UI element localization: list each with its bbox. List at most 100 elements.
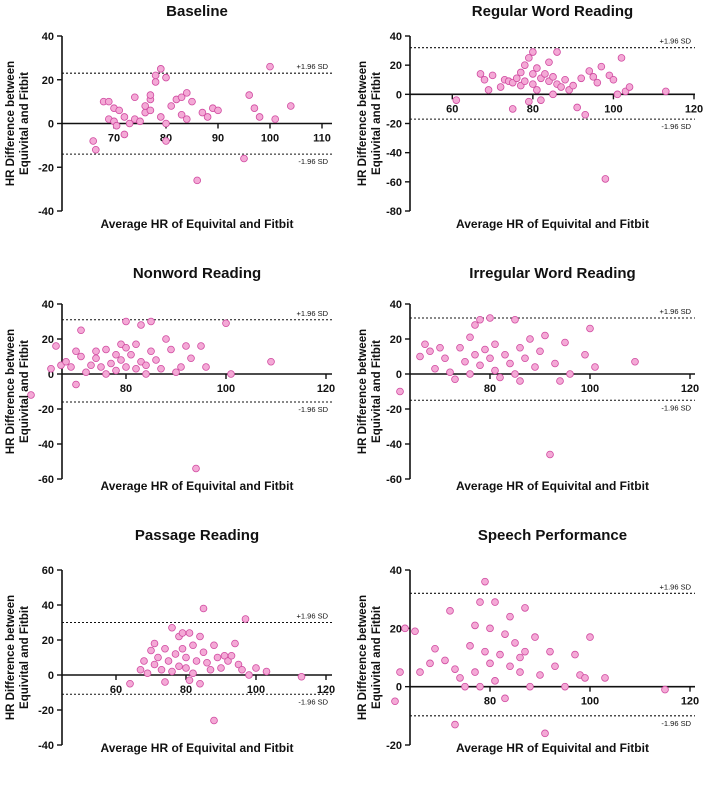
data-point: [146, 106, 155, 115]
data-point: [120, 130, 129, 139]
data-point: [87, 361, 95, 370]
data-point: [541, 70, 549, 78]
x-tick-label: 110: [313, 133, 331, 145]
data-point: [416, 668, 424, 676]
data-point: [72, 380, 80, 389]
data-point: [240, 154, 248, 163]
data-point: [581, 350, 589, 359]
data-point: [141, 102, 150, 110]
data-point: [89, 137, 97, 145]
data-point: [577, 74, 586, 83]
lower-loa-label: -1.96 SD: [661, 719, 691, 728]
data-point: [77, 326, 85, 335]
data-point: [187, 354, 195, 363]
data-point: [147, 347, 155, 356]
data-point: [625, 83, 634, 91]
x-tick-label: 80: [527, 103, 539, 115]
x-axis-title: Average HR of Equivital and Fitbit: [101, 479, 294, 493]
data-point: [162, 73, 170, 82]
data-point: [436, 343, 444, 352]
data-point: [516, 653, 524, 662]
data-point: [526, 335, 534, 343]
y-tick-label: 20: [42, 334, 54, 346]
data-point: [203, 658, 211, 667]
data-point: [591, 363, 599, 371]
data-point: [411, 627, 419, 636]
y-axis-title: HR Difference between Equivital and Fitbi…: [5, 329, 31, 454]
data-point: [481, 647, 489, 656]
data-point: [421, 340, 429, 349]
data-point: [426, 347, 434, 356]
x-tick-label: 120: [681, 696, 699, 708]
data-point: [250, 104, 259, 112]
x-tick-label: 100: [217, 383, 235, 395]
lower-loa-label: -1.96 SD: [661, 122, 691, 131]
data-point: [561, 682, 569, 691]
data-point: [451, 375, 459, 384]
data-point: [162, 137, 170, 145]
data-point: [471, 350, 479, 359]
y-tick-label: 40: [390, 299, 402, 311]
data-point: [105, 97, 113, 106]
y-tick-label: 20: [390, 623, 402, 635]
data-point: [120, 113, 129, 121]
data-point: [157, 65, 165, 73]
y-axis-title: HR Difference between Equivital and Fitbi…: [5, 595, 31, 720]
data-point: [586, 633, 594, 641]
upper-loa-label: +1.96 SD: [297, 62, 329, 71]
panel-nonword-reading: Nonword Reading 40 20 0 -20 -40 -60 80 100 120 +1.…: [0, 262, 357, 524]
data-point: [136, 665, 145, 674]
data-point: [227, 651, 236, 660]
lower-loa-label: -1.96 SD: [298, 697, 328, 706]
data-point: [214, 106, 222, 115]
panel-regular-word-reading: Regular Word Reading 40 20 0 -20 -40 -60 -80 60 8…: [352, 0, 709, 262]
data-point: [441, 354, 449, 363]
y-axis-title: HR Difference between Equivital and Fitbi…: [357, 61, 383, 186]
y-axis-title: HR Difference between Equivital and Fitbi…: [357, 595, 383, 720]
y-tick-label: -80: [386, 206, 402, 218]
x-axis-title: Average HR of Equivital and Fitbit: [101, 217, 294, 231]
data-point: [92, 145, 100, 154]
data-point: [536, 671, 544, 679]
data-point: [178, 629, 187, 637]
data-point: [142, 370, 150, 378]
data-point: [227, 370, 235, 378]
data-point: [162, 335, 170, 343]
data-point: [512, 74, 521, 83]
data-point: [516, 668, 524, 676]
data-point: [571, 650, 579, 659]
data-point: [486, 659, 494, 668]
data-point: [140, 657, 148, 665]
data-point: [199, 604, 208, 613]
data-point: [451, 665, 459, 673]
data-point: [167, 345, 175, 354]
data-point: [549, 73, 557, 81]
y-tick-label: 20: [42, 75, 54, 87]
data-point: [476, 315, 484, 324]
data-point: [132, 364, 140, 373]
scatter-chart: Speech Performance 40 20 0 -20 80 100 120 +1.96 …: [357, 527, 699, 755]
data-point: [426, 659, 434, 668]
data-point: [189, 641, 197, 650]
data-point: [188, 97, 196, 106]
data-point: [546, 647, 554, 656]
data-point: [526, 682, 534, 691]
data-point: [171, 650, 180, 658]
data-point: [508, 105, 517, 113]
chart-title: Baseline: [166, 3, 228, 20]
y-tick-label: -20: [386, 740, 402, 752]
data-point: [661, 685, 669, 694]
data-point: [131, 93, 139, 102]
data-point: [213, 653, 222, 662]
data-point: [150, 639, 159, 648]
y-tick-label: 0: [48, 670, 54, 682]
data-point: [193, 176, 202, 185]
x-tick-label: 120: [317, 383, 335, 395]
data-point: [486, 314, 494, 322]
data-point: [241, 615, 250, 623]
data-point: [143, 669, 152, 678]
data-point: [122, 363, 130, 371]
data-point: [431, 364, 439, 373]
data-point: [466, 370, 474, 378]
